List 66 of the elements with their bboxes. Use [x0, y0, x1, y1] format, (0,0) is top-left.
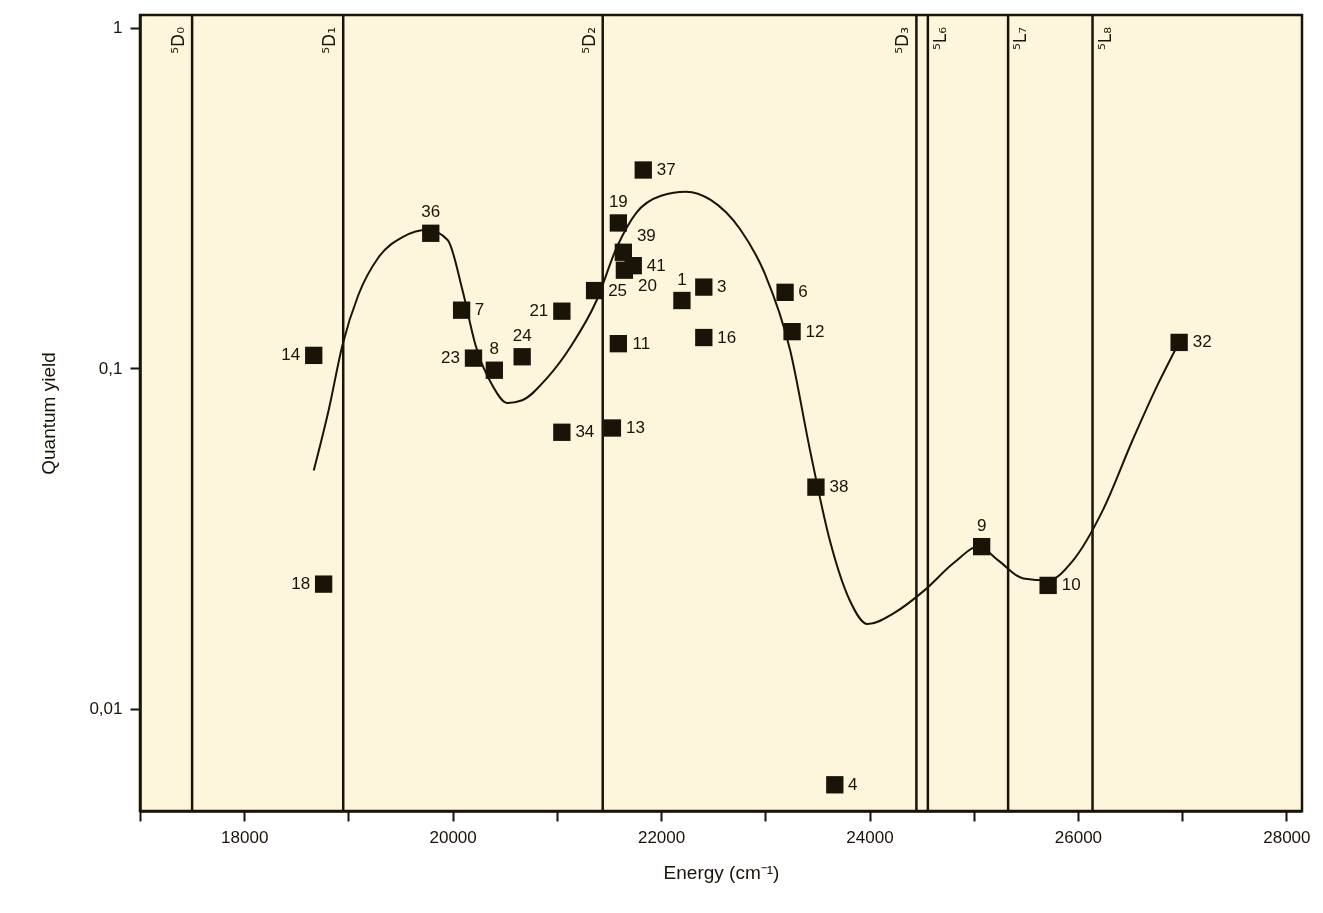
annotation: 39 [636, 226, 656, 246]
point [609, 335, 628, 353]
x-tick-label: 18000 [221, 827, 269, 847]
ref-line-label: ⁵L₈ [1094, 26, 1115, 51]
annotation: 41 [646, 255, 666, 275]
ref-line-label: ⁵D₁ [319, 27, 340, 54]
annotation: 36 [421, 202, 441, 222]
y-tick-label: 0,1 [98, 358, 123, 378]
annotation: 34 [575, 422, 595, 442]
ref-line-label: ⁵D₃ [892, 27, 913, 54]
x-tick-label: 26000 [1054, 827, 1103, 847]
annotation: 10 [1061, 575, 1081, 595]
point [305, 346, 323, 365]
point [485, 361, 503, 379]
point [695, 328, 713, 347]
ref-line-label: ⁵L₇ [1010, 26, 1031, 51]
annotation: 1 [677, 269, 687, 289]
annotation: 6 [798, 282, 808, 302]
point [1039, 576, 1057, 595]
annotation: 16 [717, 327, 737, 347]
point [634, 161, 652, 179]
y-axis-title: Quantum yield [38, 352, 60, 475]
x-tick-label: 20000 [429, 827, 477, 847]
annotation: 19 [608, 191, 628, 211]
annotation: 4 [848, 774, 858, 794]
annotation: 8 [489, 339, 500, 359]
annotation: 3 [717, 277, 727, 297]
annotation: 38 [829, 477, 849, 497]
annotation: 25 [608, 280, 628, 300]
point [673, 291, 691, 310]
y-tick-label: 0,01 [89, 699, 123, 719]
annotation: 32 [1192, 332, 1212, 352]
annotation: 24 [512, 325, 532, 345]
annotation: 14 [281, 345, 301, 365]
ref-line-label: ⁵L₆ [929, 26, 950, 51]
point [615, 261, 634, 279]
point [553, 423, 571, 441]
point [776, 283, 794, 301]
annotation: 12 [805, 321, 825, 341]
point [553, 302, 571, 320]
point [603, 419, 622, 437]
point [807, 478, 825, 496]
annotation: 11 [632, 333, 651, 353]
point [783, 322, 801, 341]
ref-line-label: ⁵D₂ [578, 27, 599, 54]
point [609, 214, 628, 232]
point [826, 776, 844, 794]
annotation: 9 [976, 515, 987, 535]
x-tick-label: 24000 [846, 827, 894, 847]
annotation: 7 [474, 300, 485, 320]
point [695, 278, 713, 296]
x-axis-title: Energy (cm⁻¹) [663, 861, 780, 883]
point [464, 349, 483, 367]
annotation: 23 [441, 348, 460, 368]
x-tick-label: 22000 [637, 827, 686, 847]
ref-line-label: ⁵D₀ [168, 26, 189, 54]
y-tick-label: 1 [113, 18, 123, 38]
annotation: 20 [637, 276, 657, 296]
point [1170, 333, 1188, 352]
annotation: 18 [291, 574, 311, 594]
point [513, 348, 531, 366]
point [314, 575, 333, 593]
annotation: 13 [625, 418, 645, 437]
annotation: 21 [529, 301, 549, 321]
x-tick-label: 28000 [1263, 827, 1311, 847]
annotation: 37 [656, 160, 676, 179]
